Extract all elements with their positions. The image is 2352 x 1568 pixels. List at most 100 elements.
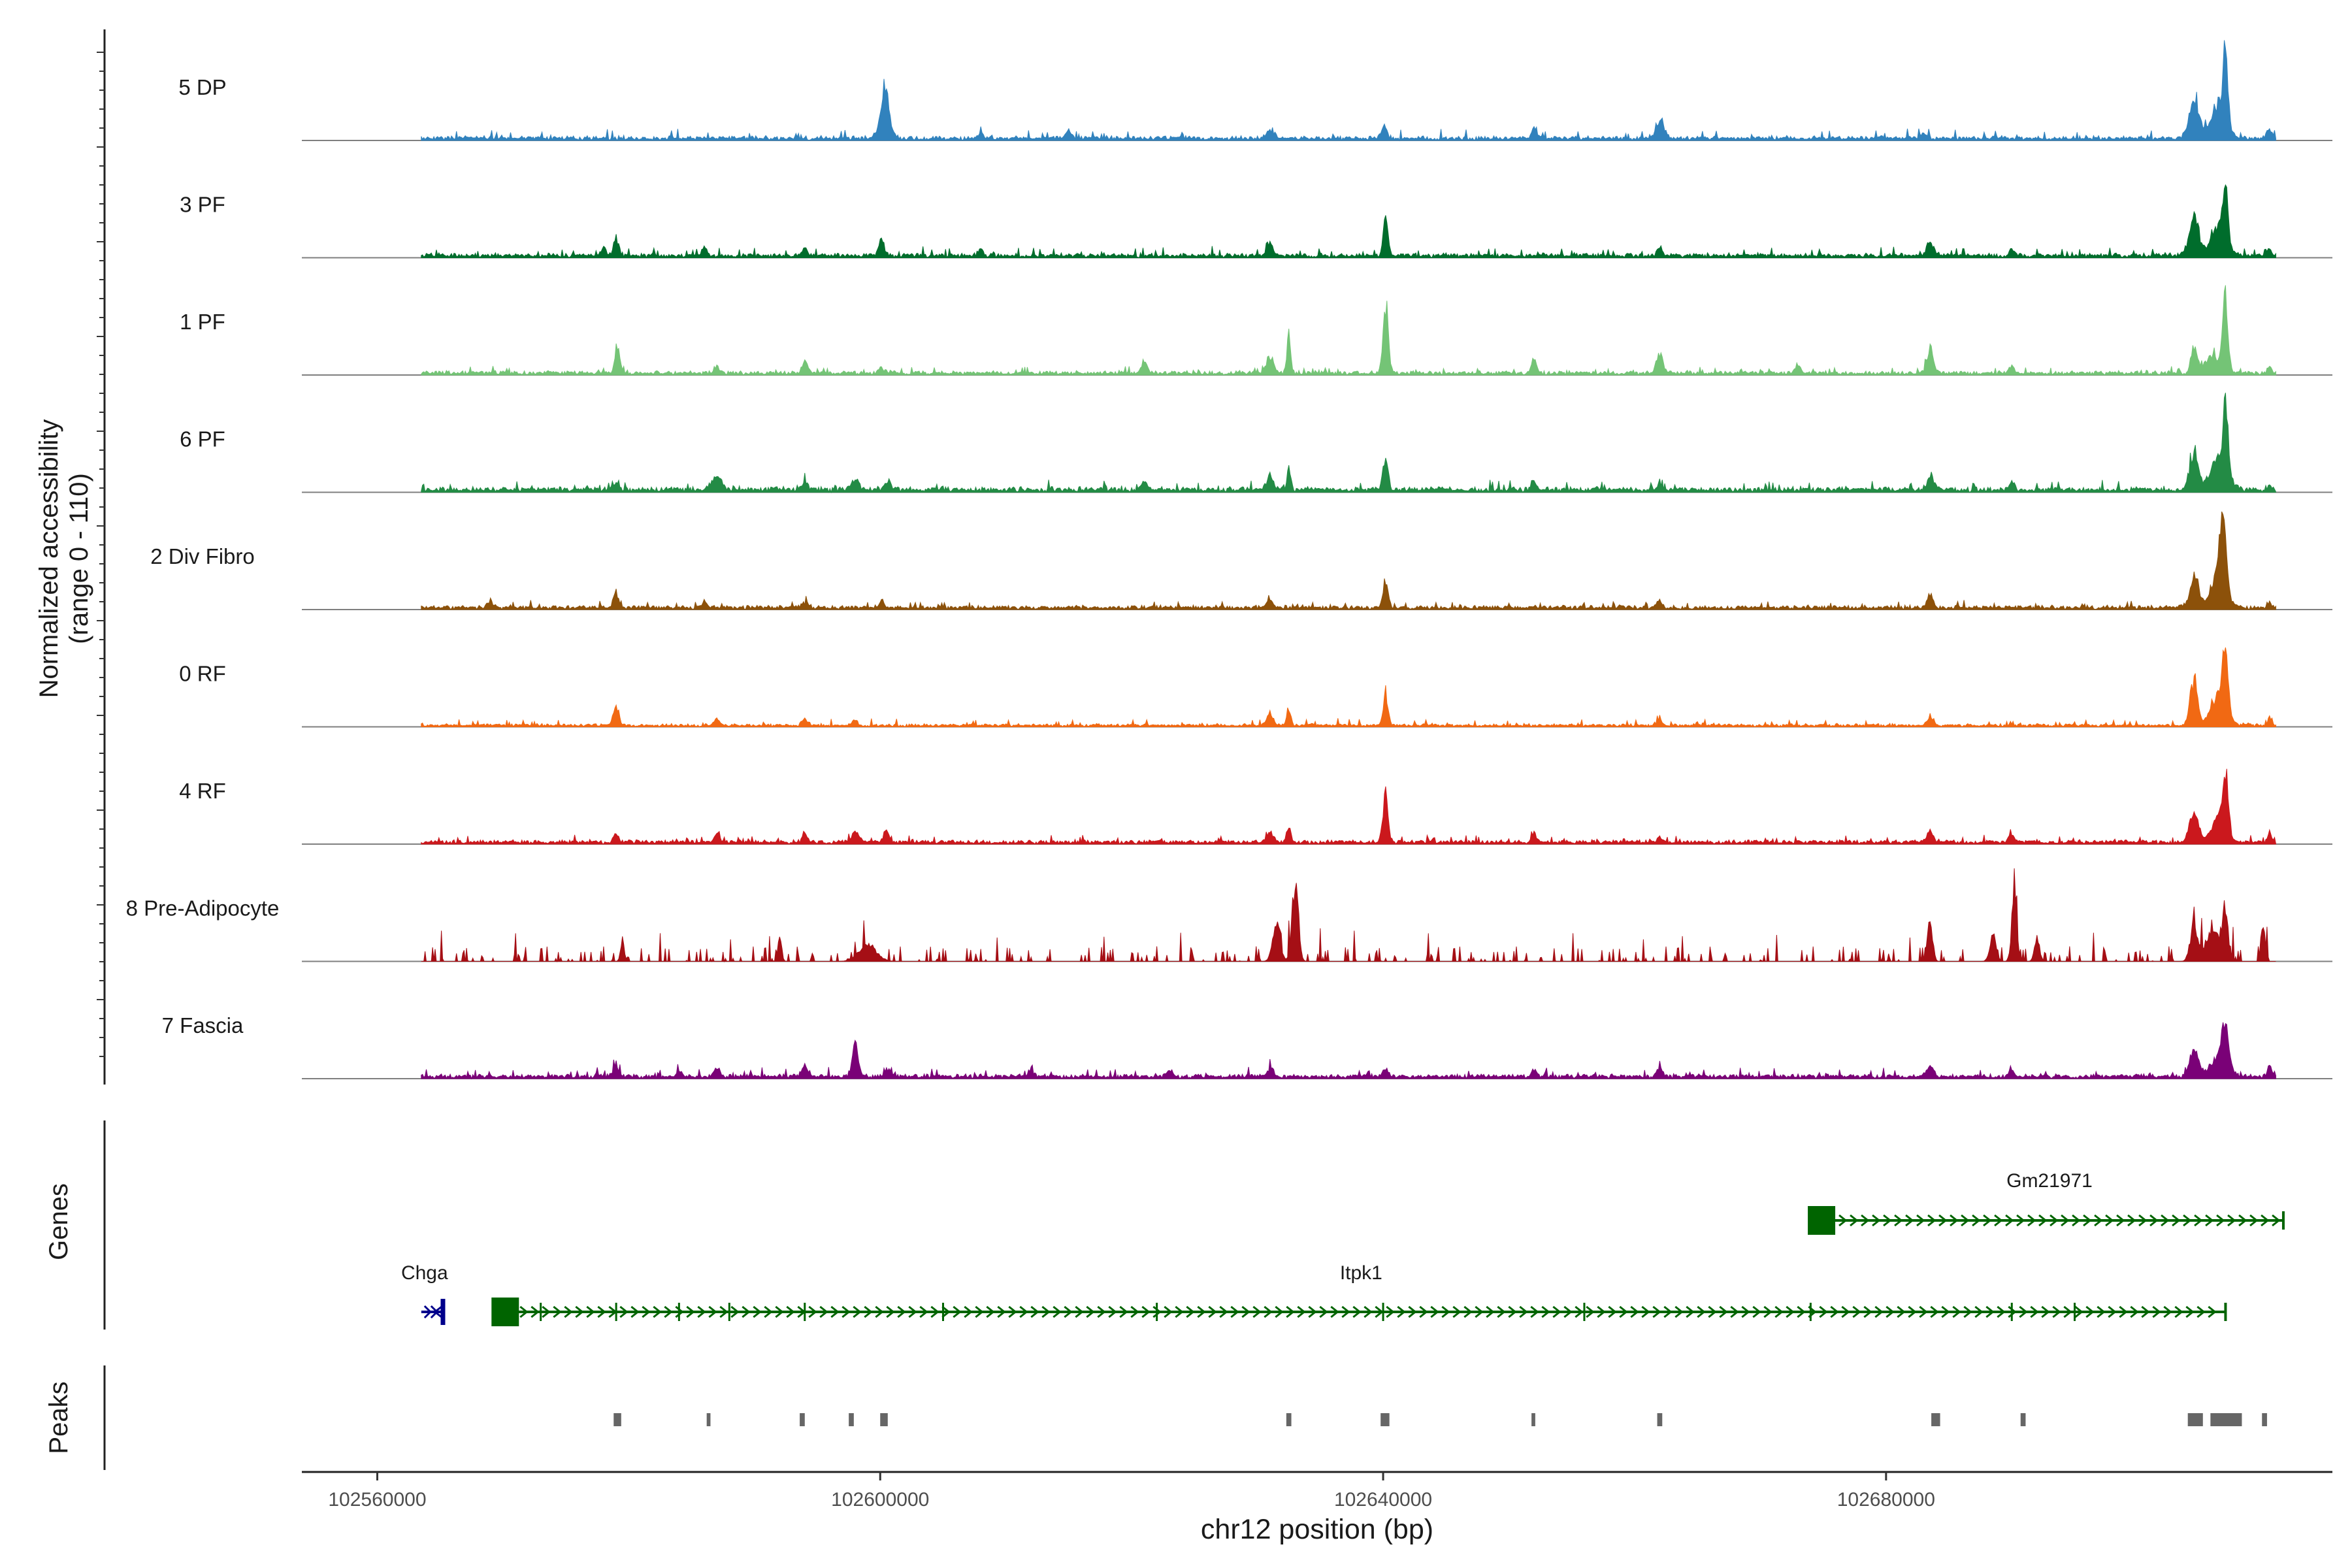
strand-chevron	[1386, 1305, 1395, 1318]
strand-chevron	[1641, 1305, 1650, 1318]
x-tick-label: 102640000	[1334, 1489, 1432, 1511]
strand-chevron	[1741, 1305, 1750, 1318]
strand-chevron	[2172, 1214, 2181, 1227]
genes-label: Genes	[44, 1183, 73, 1260]
strand-chevron	[1897, 1305, 1906, 1318]
strand-chevron	[1241, 1305, 1250, 1318]
strand-chevron	[730, 1305, 740, 1318]
strand-chevron	[1997, 1305, 2006, 1318]
strand-chevron	[2205, 1214, 2214, 1227]
strand-chevron	[1861, 1214, 1870, 1227]
strand-chevron	[1097, 1305, 1106, 1318]
strand-chevron	[642, 1305, 651, 1318]
coverage-track: 5 DP	[178, 40, 2332, 142]
strand-chevron	[686, 1305, 695, 1318]
strand-chevron	[1852, 1305, 1861, 1318]
strand-chevron	[819, 1305, 828, 1318]
strand-chevron	[1352, 1305, 1362, 1318]
strand-chevron	[1652, 1305, 1661, 1318]
strand-chevron	[853, 1305, 862, 1318]
strand-chevron	[830, 1305, 840, 1318]
strand-chevron	[875, 1305, 884, 1318]
strand-chevron	[564, 1305, 573, 1318]
strand-chevron	[930, 1305, 939, 1318]
strand-chevron	[2227, 1214, 2236, 1227]
strand-chevron	[1208, 1305, 1217, 1318]
strand-chevron	[919, 1305, 928, 1318]
strand-chevron	[864, 1305, 873, 1318]
strand-chevron	[1030, 1305, 1039, 1318]
strand-chevron	[2183, 1214, 2192, 1227]
strand-chevron	[1972, 1214, 1981, 1227]
peaks-track	[613, 1413, 2267, 1426]
peak-region	[613, 1413, 621, 1426]
strand-chevron	[1175, 1305, 1184, 1318]
peak-region	[1286, 1413, 1292, 1426]
strand-chevron	[619, 1305, 629, 1318]
strand-chevron	[2083, 1214, 2092, 1227]
strand-chevron	[1941, 1305, 1950, 1318]
strand-chevron	[575, 1305, 584, 1318]
track-label: 0 RF	[179, 662, 226, 686]
strand-chevron	[1863, 1305, 1872, 1318]
strand-chevron	[1075, 1305, 1084, 1318]
strand-chevron	[1397, 1305, 1406, 1318]
strand-chevron	[1983, 1214, 1992, 1227]
y-axis-title-line2: (range 0 - 110)	[65, 473, 93, 644]
strand-chevron	[1930, 1305, 1939, 1318]
peak-region	[1380, 1413, 1390, 1426]
coverage-track: 1 PF	[180, 285, 2332, 376]
strand-chevron	[586, 1305, 595, 1318]
strand-chevron	[1730, 1305, 1739, 1318]
peak-region	[2020, 1413, 2026, 1426]
strand-chevron	[1850, 1214, 1859, 1227]
strand-chevron	[2027, 1214, 2036, 1227]
peak-region	[800, 1413, 805, 1426]
coverage-track: 3 PF	[180, 184, 2332, 259]
track-label: 8 Pre-Adipocyte	[126, 896, 280, 921]
strand-chevron	[1230, 1305, 1239, 1318]
strand-chevron	[1686, 1305, 1695, 1318]
coverage-area	[421, 511, 2276, 611]
coverage-area	[421, 393, 2276, 494]
peak-region	[1931, 1413, 1940, 1426]
strand-chevron	[1563, 1305, 1573, 1318]
track-label: 4 RF	[179, 779, 226, 803]
strand-chevron	[1041, 1305, 1051, 1318]
strand-chevron	[2108, 1305, 2117, 1318]
strand-chevron	[1841, 1305, 1850, 1318]
strand-chevron	[1286, 1305, 1295, 1318]
strand-chevron	[1341, 1305, 1350, 1318]
strand-chevron	[964, 1305, 973, 1318]
strand-chevron	[1752, 1305, 1761, 1318]
coverage-track: 0 RF	[179, 647, 2332, 728]
strand-chevron	[1974, 1305, 1984, 1318]
coverage-area	[421, 184, 2276, 259]
strand-chevron	[2163, 1305, 2172, 1318]
strand-chevron	[1872, 1214, 1881, 1227]
strand-chevron	[1508, 1305, 1517, 1318]
strand-chevron	[708, 1305, 717, 1318]
strand-chevron	[1919, 1305, 1928, 1318]
strand-chevron	[2197, 1305, 2206, 1318]
strand-chevron	[1086, 1305, 1095, 1318]
strand-chevron	[433, 1305, 442, 1318]
strand-chevron	[1408, 1305, 1417, 1318]
strand-chevron	[1497, 1305, 1506, 1318]
strand-chevron	[2105, 1214, 2114, 1227]
strand-chevron	[2216, 1214, 2225, 1227]
strand-chevron	[1552, 1305, 1561, 1318]
strand-chevron	[653, 1305, 662, 1318]
strand-chevron	[1950, 1214, 1959, 1227]
y-axis-title-line1: Normalized accessibility	[35, 419, 63, 698]
strand-chevron	[1630, 1305, 1639, 1318]
strand-chevron	[897, 1305, 906, 1318]
strand-chevron	[430, 1305, 438, 1319]
strand-chevron	[1452, 1305, 1462, 1318]
strand-chevron	[2041, 1305, 2050, 1318]
coverage-y-ticks	[97, 52, 105, 1057]
strand-chevron	[1697, 1305, 1706, 1318]
coverage-track: 6 PF	[180, 393, 2332, 494]
strand-chevron	[1708, 1305, 1717, 1318]
strand-chevron	[1463, 1305, 1473, 1318]
